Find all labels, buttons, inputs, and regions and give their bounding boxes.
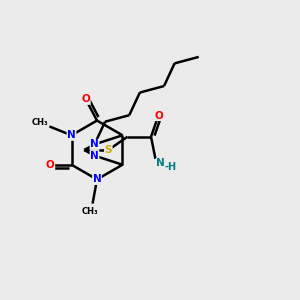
Text: N: N [90, 151, 99, 160]
Text: S: S [105, 145, 112, 155]
Text: -H: -H [165, 162, 177, 172]
Text: O: O [154, 110, 163, 121]
Text: N: N [67, 130, 76, 140]
Text: N: N [156, 158, 165, 168]
Text: CH₃: CH₃ [32, 118, 48, 127]
Text: O: O [81, 94, 90, 104]
Text: O: O [46, 160, 55, 170]
Text: CH₃: CH₃ [81, 207, 98, 216]
Text: N: N [90, 140, 99, 149]
Text: N: N [93, 174, 101, 184]
